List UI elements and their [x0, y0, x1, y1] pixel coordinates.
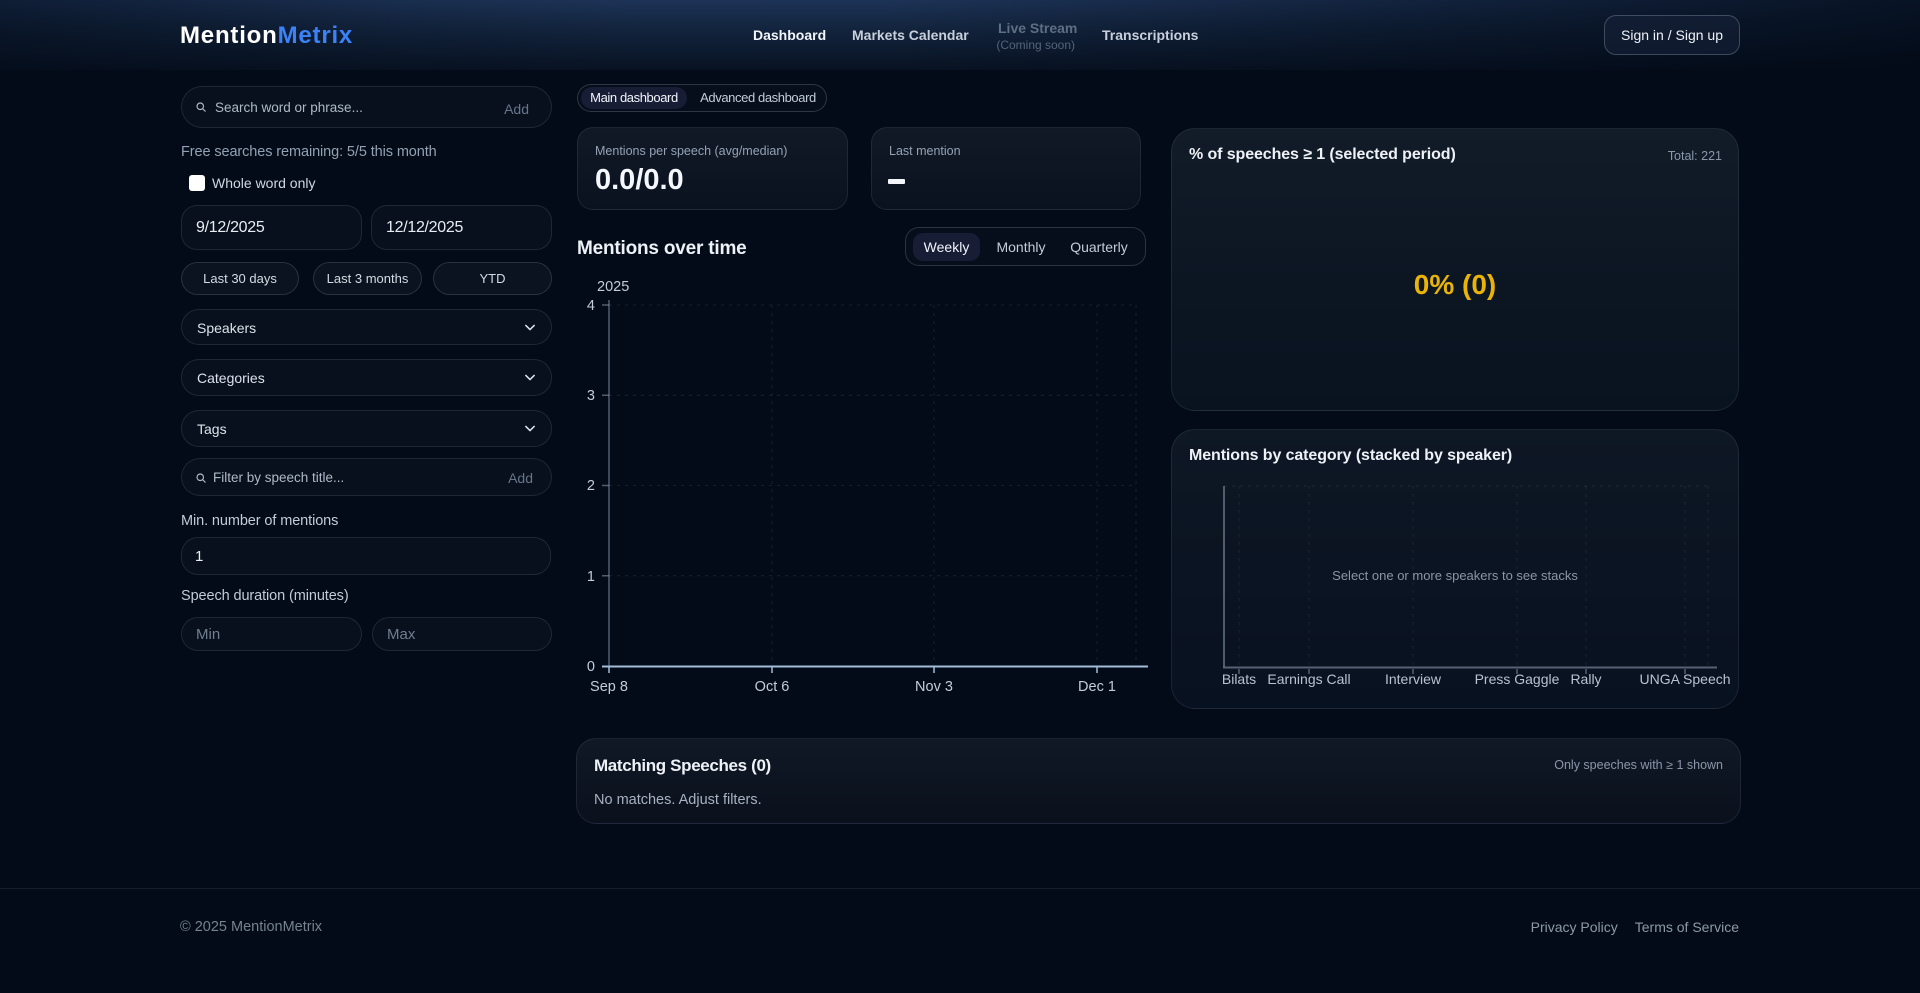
svg-text:Rally: Rally: [1570, 671, 1601, 687]
svg-text:Interview: Interview: [1385, 671, 1442, 687]
svg-text:4: 4: [587, 298, 595, 314]
svg-text:Bilats: Bilats: [1222, 671, 1256, 687]
svg-text:Earnings Call: Earnings Call: [1267, 671, 1350, 687]
svg-text:Press Gaggle: Press Gaggle: [1475, 671, 1560, 687]
svg-text:Dec 1: Dec 1: [1078, 679, 1116, 695]
svg-text:1: 1: [587, 569, 595, 585]
svg-text:2: 2: [587, 478, 595, 494]
svg-text:3: 3: [587, 388, 595, 404]
svg-text:Nov 3: Nov 3: [915, 679, 953, 695]
svg-text:0: 0: [587, 659, 595, 675]
svg-text:Sep 8: Sep 8: [590, 679, 628, 695]
svg-text:UNGA Speech: UNGA Speech: [1639, 671, 1730, 687]
svg-text:2025: 2025: [597, 279, 629, 295]
svg-text:Oct 6: Oct 6: [755, 679, 790, 695]
